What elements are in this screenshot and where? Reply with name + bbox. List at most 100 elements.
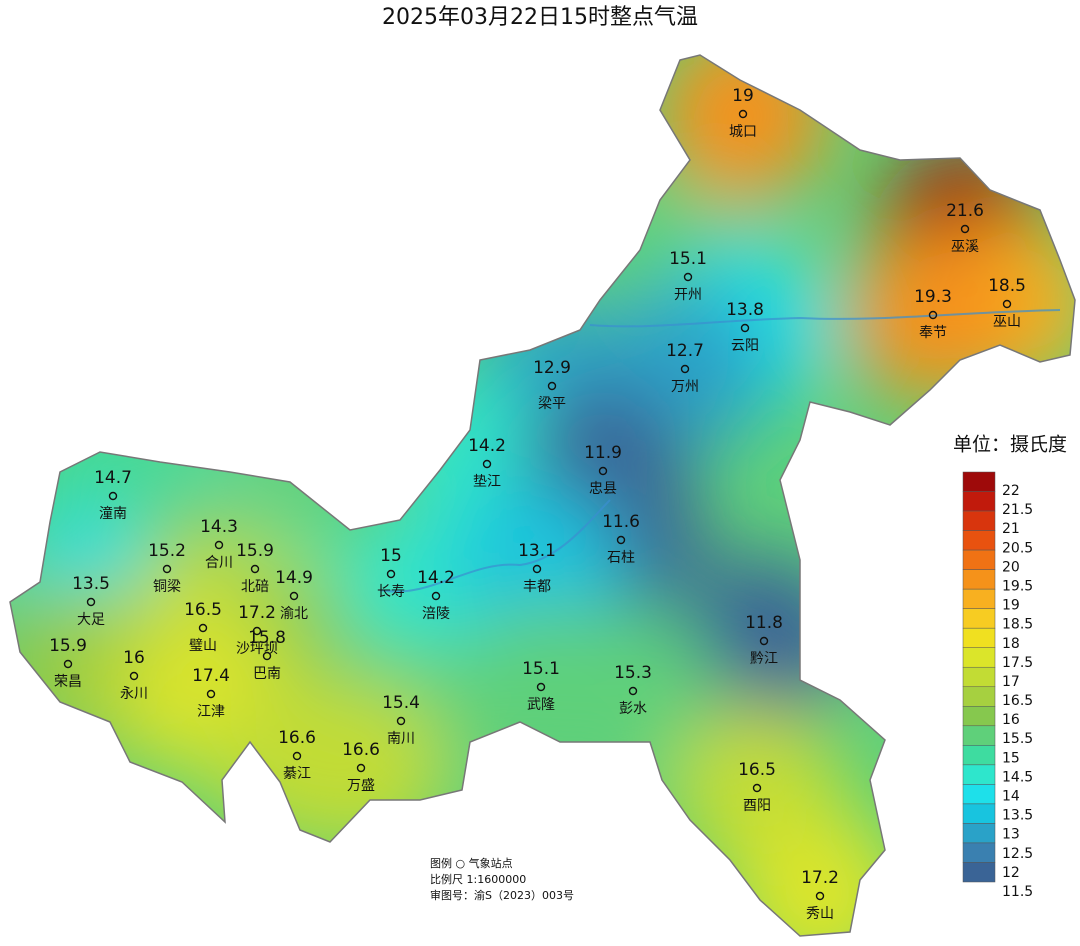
station-value: 16.5 — [184, 600, 222, 620]
station-marker — [482, 459, 492, 469]
legend-swatch — [962, 803, 996, 824]
station-marker — [752, 783, 762, 793]
station-value: 17.2 — [238, 603, 276, 623]
station-name: 合川 — [205, 555, 233, 571]
station-marker — [63, 659, 73, 669]
station-name: 万州 — [671, 379, 699, 395]
station-marker — [206, 689, 216, 699]
station-value: 17.2 — [801, 868, 839, 888]
station-value: 14.2 — [468, 436, 506, 456]
region-outline — [9, 54, 1076, 937]
station-marker — [628, 686, 638, 696]
legend-swatch — [962, 491, 996, 512]
station-marker — [740, 323, 750, 333]
station-name: 酉阳 — [743, 798, 771, 814]
station-marker — [683, 272, 693, 282]
station-marker — [396, 716, 406, 726]
station-name: 长寿 — [377, 583, 405, 600]
station-value: 17.4 — [192, 666, 230, 686]
station-value: 16.5 — [738, 760, 776, 780]
legend-swatch — [962, 627, 996, 648]
station-value: 11.6 — [602, 512, 640, 532]
station-marker — [598, 466, 608, 476]
temperature-blob — [658, 55, 828, 199]
station-name: 巫山 — [993, 314, 1021, 330]
station-name: 云阳 — [731, 338, 759, 354]
station-value: 12.7 — [666, 341, 704, 361]
legend-label: 19 — [1002, 598, 1020, 614]
station-name: 巫溪 — [951, 239, 979, 255]
station-value: 19 — [732, 86, 754, 106]
station-value: 15.9 — [49, 636, 87, 656]
station-name: 北碚 — [241, 579, 269, 595]
map-title: 2025年03月22日15时整点气温 — [382, 5, 698, 30]
legend-label: 17 — [1002, 674, 1020, 690]
station-name: 涪陵 — [422, 606, 450, 622]
legend-label: 14 — [1002, 789, 1020, 805]
station-marker — [1002, 299, 1012, 309]
note: 图例 ○ 气象站点 — [430, 856, 513, 870]
station-value: 21.6 — [946, 201, 984, 221]
station-name: 万盛 — [347, 778, 375, 794]
legend-swatch — [962, 842, 996, 863]
station-name: 潼南 — [99, 505, 127, 522]
station-marker — [129, 671, 139, 681]
note: 比例尺 1:1600000 — [430, 872, 526, 886]
station-name: 秀山 — [806, 906, 834, 922]
station-marker — [532, 564, 542, 574]
station-value: 11.9 — [584, 443, 622, 463]
station-name: 永川 — [120, 686, 148, 702]
station-marker — [815, 891, 825, 901]
station-marker — [928, 310, 938, 320]
legend-swatch — [962, 725, 996, 746]
station-name: 南川 — [387, 731, 415, 747]
legend-swatch — [962, 510, 996, 531]
station-value: 15.2 — [148, 541, 186, 561]
station-value: 15.9 — [236, 541, 274, 561]
station-value: 14.3 — [200, 517, 238, 537]
legend-swatch — [962, 823, 996, 844]
station-marker — [616, 535, 626, 545]
legend-swatch — [962, 666, 996, 688]
station-marker — [162, 564, 172, 574]
station-name: 荣昌 — [54, 674, 82, 690]
legend-swatch — [962, 745, 996, 766]
station-value: 13.5 — [72, 574, 110, 594]
station-marker — [738, 109, 748, 119]
legend-label: 16 — [1002, 712, 1020, 728]
legend-label: 18 — [1002, 636, 1020, 652]
station-name: 巴南 — [253, 666, 281, 682]
station-value: 15.8 — [248, 628, 286, 648]
station-name: 武隆 — [527, 697, 555, 713]
station-value: 15 — [380, 546, 402, 566]
legend-label: 14.5 — [1002, 769, 1033, 785]
legend-label: 18.5 — [1002, 617, 1033, 633]
station-name: 黔江 — [750, 651, 778, 667]
station-marker — [198, 623, 208, 633]
station-marker — [108, 491, 118, 501]
legend-label: 19.5 — [1002, 578, 1033, 594]
station-name: 彭水 — [619, 701, 647, 717]
station-marker — [960, 224, 970, 234]
legend-swatch — [962, 686, 996, 707]
legend-swatch — [962, 608, 996, 629]
station-name: 綦江 — [283, 766, 311, 782]
station-name: 铜梁 — [153, 579, 181, 595]
station-value: 19.3 — [914, 287, 952, 307]
station-value: 15.3 — [614, 663, 652, 683]
station-name: 梁平 — [538, 396, 566, 412]
legend-swatch — [962, 549, 996, 570]
legend-swatch — [962, 647, 996, 668]
legend-label: 22 — [1002, 483, 1020, 499]
legend-swatch — [962, 588, 996, 609]
station-marker — [356, 763, 366, 773]
station-name: 石柱 — [607, 550, 635, 566]
station-name: 渝北 — [280, 606, 308, 622]
legend-swatch — [962, 471, 996, 492]
station-value: 14.7 — [94, 468, 132, 488]
station-value: 16.6 — [342, 740, 380, 760]
legend-swatch — [962, 784, 996, 805]
station-value: 15.1 — [522, 659, 560, 679]
legend-title: 单位：摄氏度 — [953, 434, 1067, 456]
station-name: 忠县 — [589, 481, 617, 497]
